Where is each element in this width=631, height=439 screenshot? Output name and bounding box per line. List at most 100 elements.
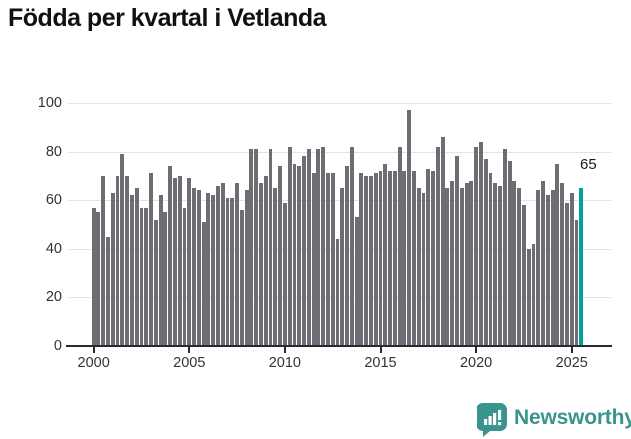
bar [321,146,326,346]
bar [512,180,517,346]
bar [574,219,579,346]
bar [244,190,249,346]
bar [153,219,158,346]
bar [464,183,469,346]
bar [196,190,201,346]
bar [507,161,512,346]
bar [335,239,340,346]
bar [263,175,268,346]
bar [560,183,565,346]
bar [225,197,230,346]
logo-exclamation-dot [498,422,502,426]
bar [220,183,225,346]
bar [129,195,134,346]
bar [273,188,278,346]
bar [459,188,464,346]
bar [569,192,574,346]
bar [101,175,106,346]
bar [378,171,383,346]
y-tick-label-60: 60 [45,192,62,209]
bar [349,146,354,346]
bar [517,188,522,346]
bar [340,188,345,346]
bar [483,158,488,346]
x-tick-2015 [379,347,382,353]
gridline-y-40 [68,248,611,250]
bar [115,175,120,346]
bar [187,178,192,346]
bar [478,141,483,346]
logo-mini-bar-1 [484,419,488,425]
bar [91,207,96,346]
bar [235,183,240,346]
bar [474,146,479,346]
bar [402,171,407,346]
bar [526,248,531,346]
bar [536,190,541,346]
logo-mini-bar-2 [488,416,492,425]
x-tick-label-2010: 2010 [268,355,301,371]
bar [325,173,330,346]
x-tick-2020 [475,347,478,353]
logo-mini-bar-3 [493,413,497,425]
bar [239,209,244,346]
bar [531,243,536,346]
bar [168,166,173,346]
bar [416,188,421,346]
bar [249,149,254,346]
bar [521,205,526,346]
bar [139,207,144,346]
bar [125,175,130,346]
bar [421,192,426,346]
bar [120,154,125,346]
bar [316,149,321,346]
y-tick-label-40: 40 [45,240,62,257]
gridline-y-20 [68,297,611,299]
x-tick-label-2000: 2000 [77,355,110,371]
chart-title: Födda per kvartal i Vetlanda [8,4,327,32]
last-value-annotation: 65 [580,156,597,174]
bar [259,183,263,346]
bar [134,188,139,346]
bar [364,175,369,346]
bar [407,110,412,346]
bar [297,166,302,346]
bar [383,163,388,346]
bar [163,212,168,346]
x-tick-2025 [570,347,573,353]
bar [96,212,101,346]
bar [278,166,283,346]
bar [388,171,392,346]
bar-series [68,103,612,346]
y-tick-label-100: 100 [37,95,62,111]
bar [431,171,436,346]
bar [373,173,378,346]
bar [230,197,235,346]
newsworthy-speech-bubble-icon [477,403,507,437]
bar [493,183,498,346]
bar [206,192,211,346]
x-tick-2005 [188,347,191,353]
bar [177,175,182,346]
gridline-y-80 [68,151,611,153]
bar [311,173,316,346]
bar [488,173,493,346]
gridline-y-100 [68,103,611,104]
bar [397,146,402,346]
x-tick-label-2025: 2025 [555,355,588,371]
y-tick-label-20: 20 [45,289,62,306]
bar [211,195,216,346]
bar [359,173,364,346]
bar [392,171,397,346]
x-axis-line [66,345,612,347]
newsworthy-logo: Newsworthy [477,403,631,438]
x-tick-2000 [92,347,95,353]
bar [268,149,273,346]
x-tick-label-2020: 2020 [459,355,493,371]
bar [450,180,455,346]
bar [545,195,550,346]
bar [106,236,110,346]
bar [502,149,507,346]
bar [302,156,306,346]
bar [345,166,349,346]
